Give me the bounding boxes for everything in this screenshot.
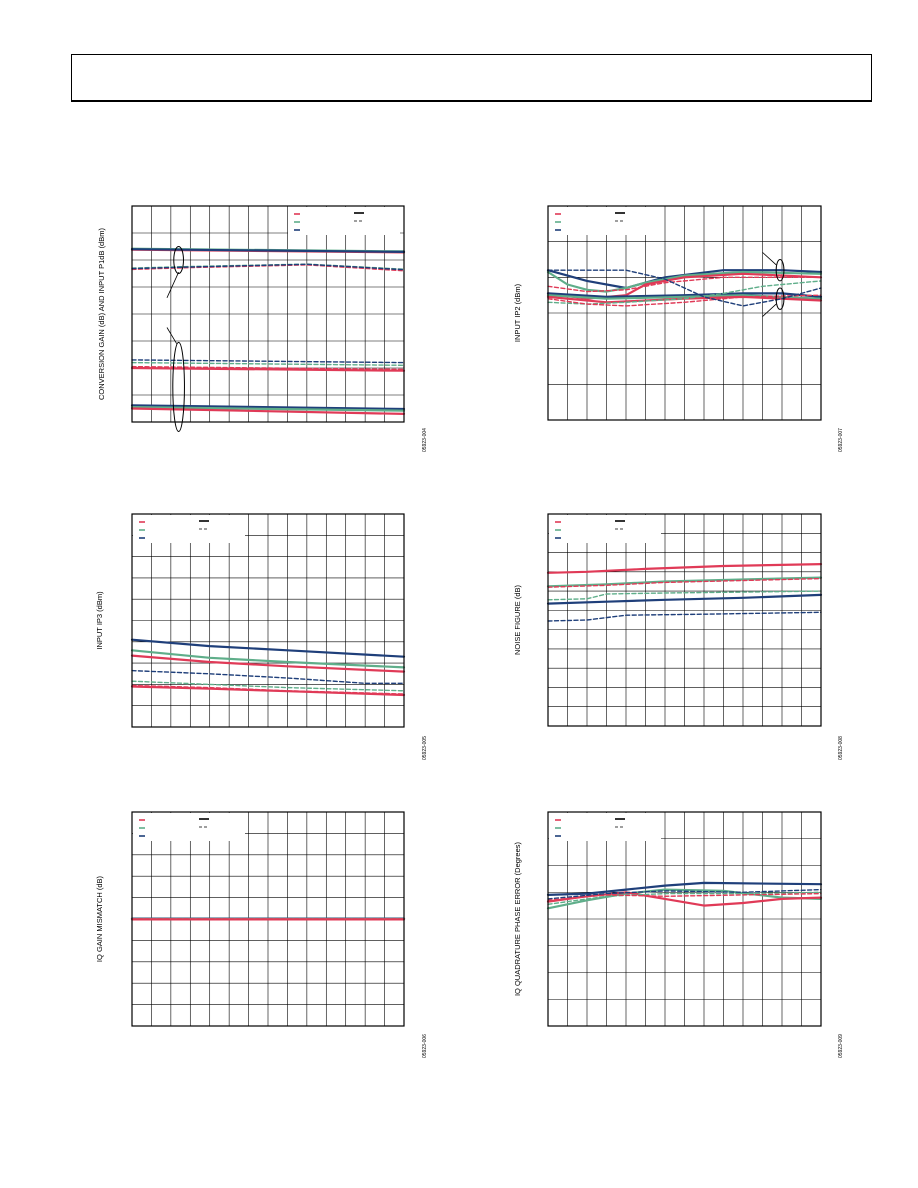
plot-frame <box>131 811 405 1027</box>
series-line-blue-dashed <box>131 359 405 364</box>
series-line-red-solid <box>130 685 406 697</box>
chart-p1: CONVERSION GAIN (dB) AND INPUT P1dB (dBm… <box>97 205 428 452</box>
figure-id: 05923-008 <box>838 736 844 760</box>
legend-box <box>549 515 661 543</box>
figure-id: 05923-005 <box>422 736 428 760</box>
series-line-blue-dashed <box>547 611 822 622</box>
series-line-green-solid <box>546 270 823 293</box>
series-line-green-solid <box>546 888 823 910</box>
series-line-red-solid <box>546 272 823 300</box>
chart-grid <box>548 206 821 420</box>
y-axis-label: IQ GAIN MISMATCH (dB) <box>95 875 104 962</box>
series-line-red-dashed <box>547 577 822 588</box>
chart-p6: IQ QUADRATURE PHASE ERROR (Degrees) 05923… <box>513 811 844 1058</box>
chart-p2: INPUT IP2 (dBm) 05923-007 <box>513 205 844 452</box>
series-line-green-dashed <box>131 680 405 692</box>
series-line-green-solid <box>130 406 406 412</box>
page-header-box <box>71 54 872 102</box>
chart-grid <box>548 514 821 726</box>
series-line-green-dashed <box>131 361 405 366</box>
series-line-blue-solid <box>546 881 823 897</box>
annotation-leader-line <box>166 327 178 344</box>
chart-p5: IQ GAIN MISMATCH (dB) 05923-006 <box>95 811 428 1058</box>
chart-grid <box>548 812 821 1026</box>
plot-frame <box>547 811 822 1027</box>
legend-box <box>549 207 661 235</box>
legend-box <box>133 813 245 841</box>
series-line-green-dashed <box>547 891 822 905</box>
chart-grid <box>132 206 404 422</box>
figure-id: 05923-004 <box>422 428 428 452</box>
series-line-blue-solid <box>130 404 406 411</box>
series-line-red-solid <box>130 407 406 415</box>
legend-box <box>288 207 400 235</box>
series-line-green-dashed <box>547 590 822 601</box>
plot-frame <box>547 513 822 727</box>
figure-id: 05923-009 <box>838 1034 844 1058</box>
y-axis-label: IQ QUADRATURE PHASE ERROR (Degrees) <box>513 841 522 996</box>
annotation-leader-line <box>762 252 777 266</box>
series-line-blue-dashed <box>547 888 822 900</box>
series-line-red-solid <box>546 562 823 574</box>
series-line-green-solid <box>130 649 406 669</box>
annotation-leader-line <box>166 271 179 298</box>
chart-grid <box>132 514 404 727</box>
plot-frame <box>131 513 405 728</box>
series-line-blue-solid <box>130 248 406 253</box>
y-axis-label: NOISE FIGURE (dB) <box>513 584 522 655</box>
series-line-red-dashed <box>547 892 822 901</box>
annotation-ellipse <box>775 287 785 310</box>
chart-p3: INPUT IP3 (dBm) 05923-005 <box>95 513 428 760</box>
annotation-ellipse <box>775 259 785 282</box>
series-line-red-solid <box>130 654 406 673</box>
figure-id: 05923-007 <box>838 428 844 452</box>
series-line-blue-solid <box>546 593 823 605</box>
series-line-red-dashed <box>131 365 405 371</box>
annotation-ellipse <box>172 341 185 432</box>
series-line-blue-solid <box>546 269 823 290</box>
annotation-ellipse <box>173 246 184 274</box>
series-line-red-dashed <box>547 294 822 307</box>
annotation-leader-line <box>762 303 777 317</box>
plot-frame <box>131 205 405 423</box>
y-axis-label: INPUT IP3 (dBm) <box>95 591 104 650</box>
series-line-red-solid <box>130 366 406 372</box>
y-axis-label: CONVERSION GAIN (dB) AND INPUT P1dB (dBm… <box>97 228 106 400</box>
series-line-blue-dashed <box>131 669 405 684</box>
legend-box <box>133 515 245 543</box>
series-line-red-dashed <box>547 276 822 293</box>
figure-id: 05923-006 <box>422 1034 428 1058</box>
y-axis-label: INPUT IP2 (dBm) <box>513 283 522 342</box>
legend-box <box>549 813 661 841</box>
series-line-green-solid <box>546 576 823 588</box>
series-line-blue-dashed <box>547 269 822 307</box>
series-line-blue-solid <box>130 638 406 658</box>
series-line-blue-dashed <box>131 263 405 271</box>
chart-p4: NOISE FIGURE (dB) 05923-008 <box>513 513 844 760</box>
plot-frame <box>547 205 822 421</box>
